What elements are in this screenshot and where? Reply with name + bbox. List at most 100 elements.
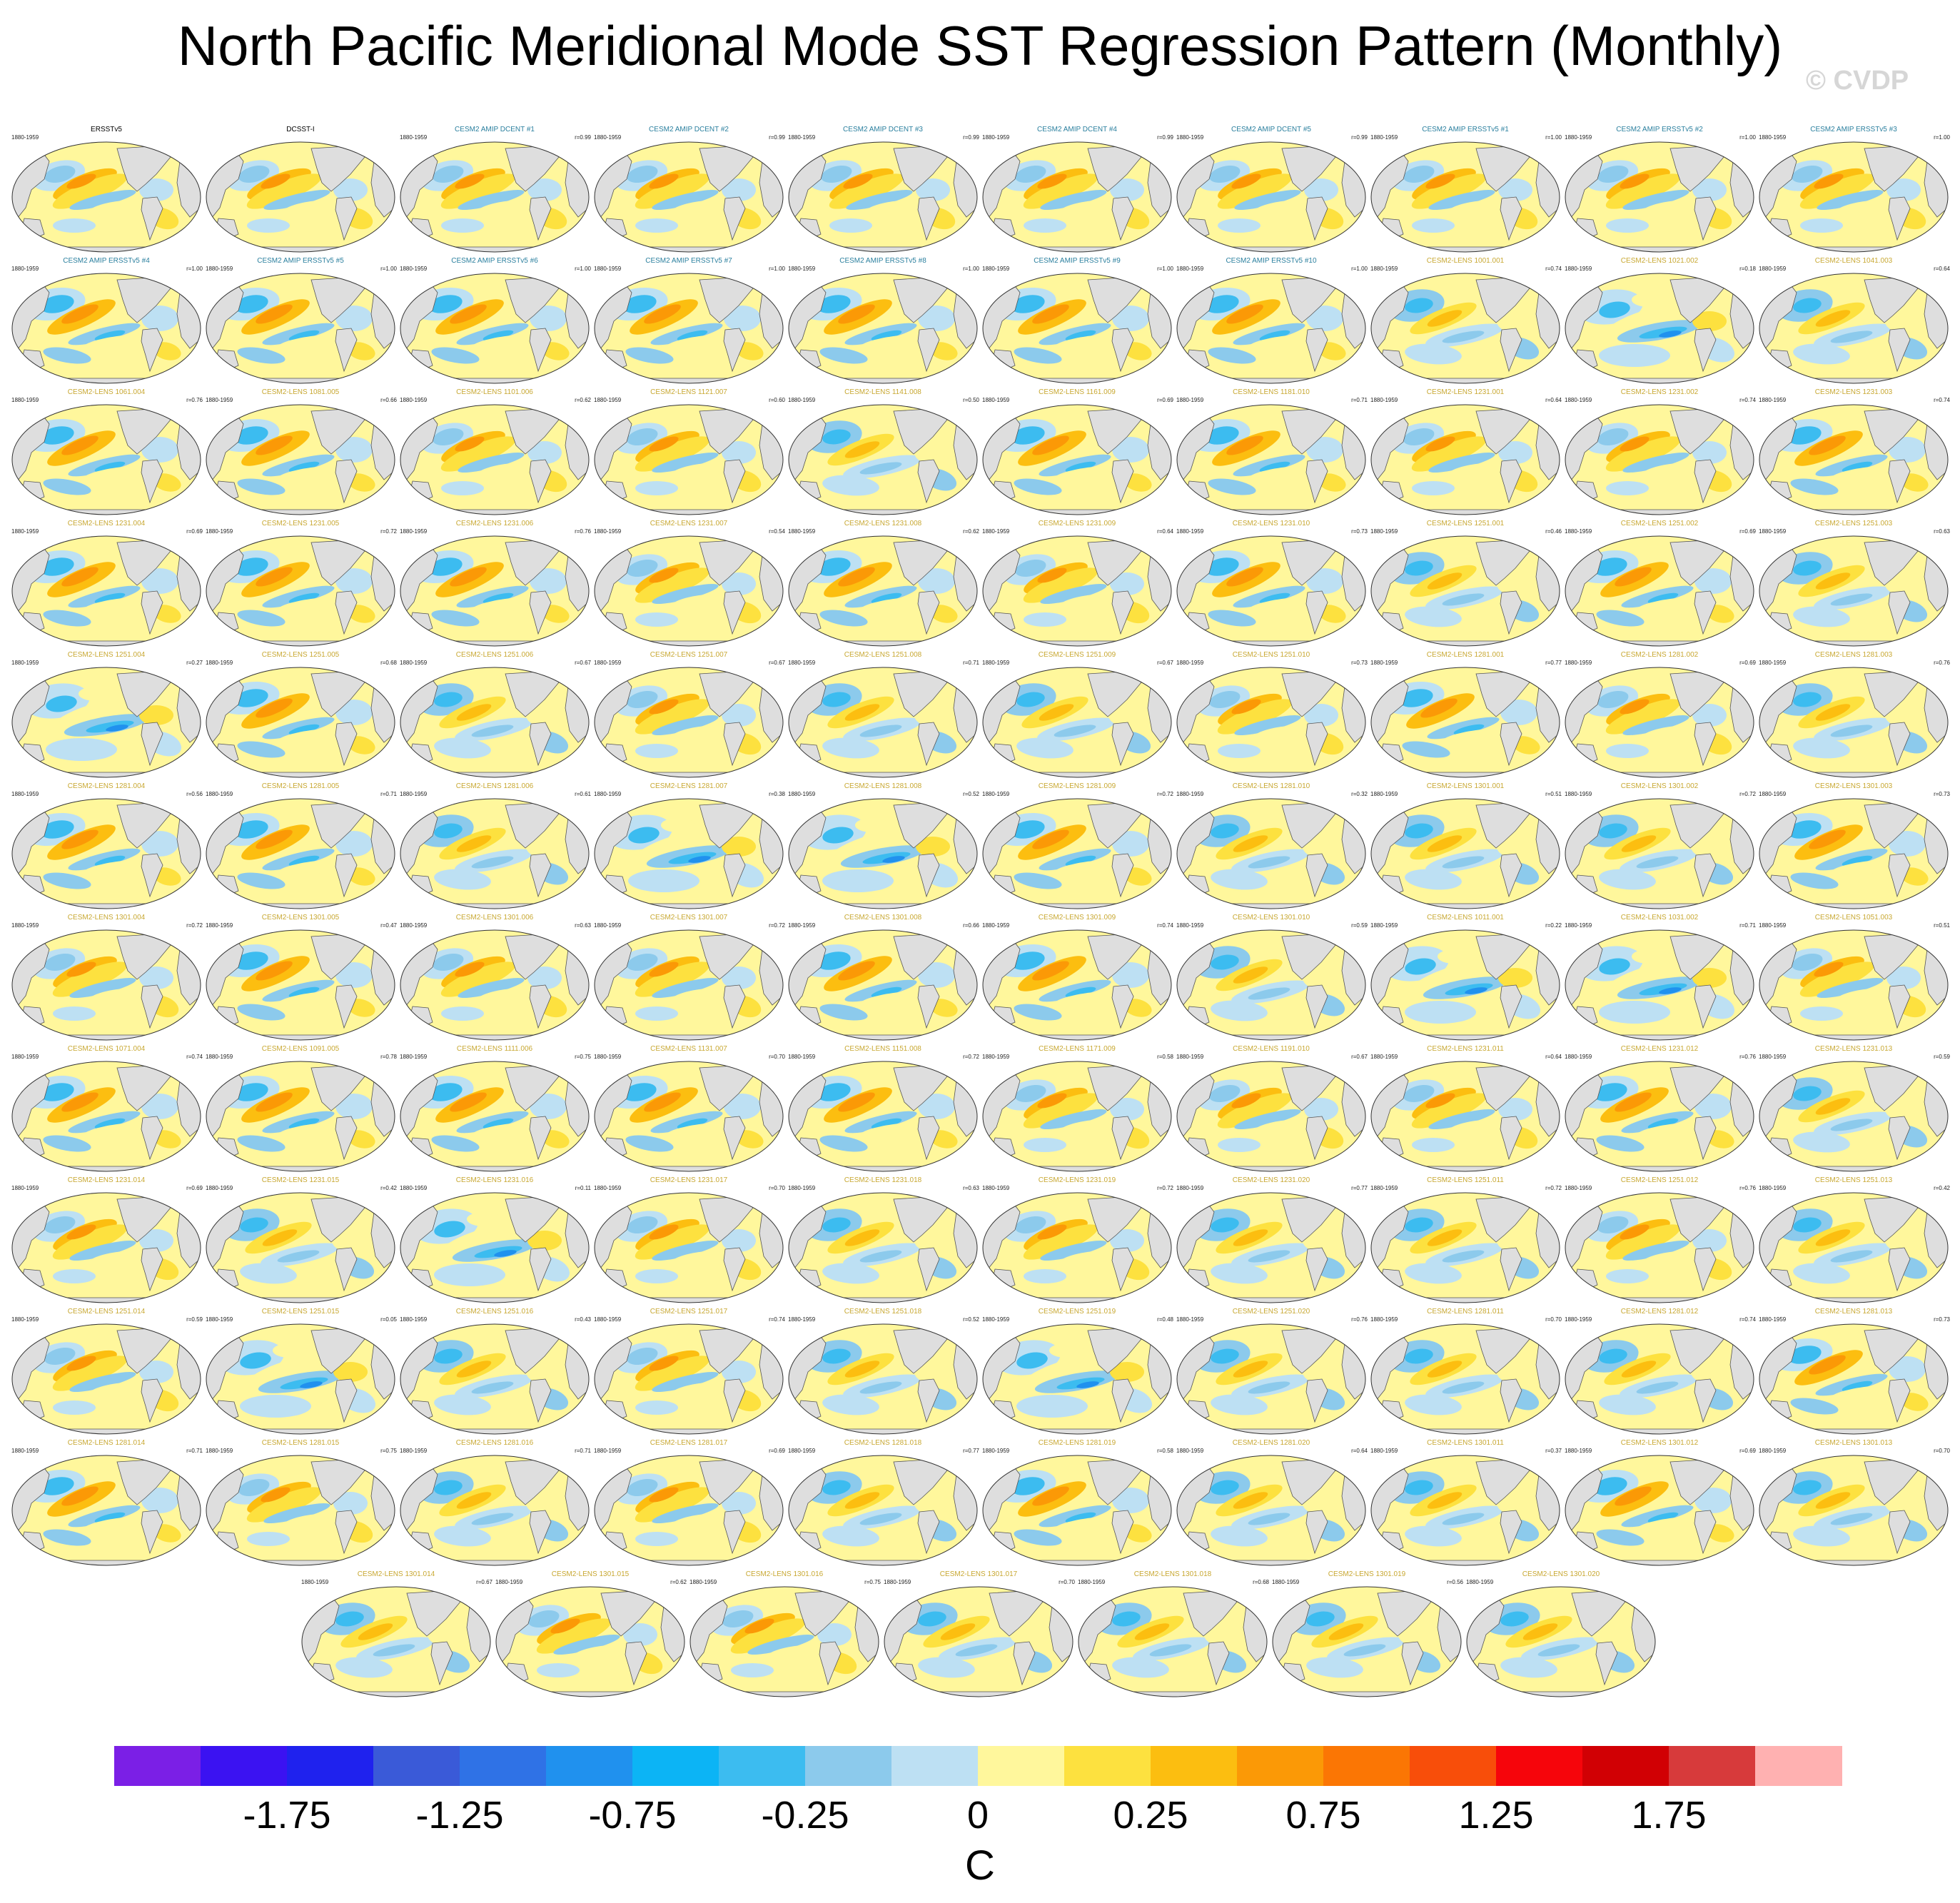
sst-regression-map: [10, 928, 203, 1042]
panel-title: CESM2-LENS 1231.008: [844, 520, 922, 528]
panel-years: 1880-1959: [206, 922, 233, 929]
colorbar-swatch: [546, 1746, 633, 1786]
map-panel: CESM2 AMIP ERSSTv5 #6 1880-1959 r=1.00: [398, 257, 591, 387]
sst-regression-map: [1563, 403, 1756, 517]
sst-regression-map: [1369, 665, 1562, 779]
map-panel: CESM2-LENS 1231.011 1880-1959 r=0.64: [1369, 1045, 1562, 1175]
panel-title: CESM2-LENS 1251.019: [1038, 1308, 1116, 1316]
map-panel: CESM2-LENS 1281.019 1880-1959 r=0.58: [981, 1439, 1173, 1569]
sst-regression-map: [981, 797, 1173, 911]
panel-title: CESM2-LENS 1231.003: [1814, 388, 1893, 396]
panel-title: CESM2-LENS 1251.002: [1620, 520, 1699, 528]
panel-title: CESM2-LENS 1111.006: [456, 1045, 533, 1053]
panel-years: 1880-1959: [594, 528, 622, 535]
sst-regression-map: [10, 1453, 203, 1568]
sst-regression-map: [398, 928, 591, 1042]
panel-title: CESM2-LENS 1301.007: [650, 914, 728, 922]
panel-years: 1880-1959: [206, 266, 233, 272]
panel-pattern-correlation: r=1.00: [380, 266, 397, 272]
panel-title: CESM2-LENS 1251.010: [1232, 651, 1310, 659]
panel-pattern-correlation: r=0.63: [963, 1185, 979, 1191]
map-panel: CESM2-LENS 1301.017 1880-1959 r=0.70: [882, 1570, 1075, 1700]
map-panel: CESM2-LENS 1301.002 1880-1959 r=0.72: [1563, 782, 1756, 912]
panel-years: 1880-1959: [206, 528, 233, 535]
sst-regression-map: [592, 1191, 785, 1305]
panel-title: CESM2-LENS 1231.007: [650, 520, 728, 528]
sst-regression-map: [592, 928, 785, 1042]
panel-pattern-correlation: r=0.70: [1934, 1448, 1950, 1454]
panel-years: 1880-1959: [788, 660, 816, 666]
panel-pattern-correlation: r=1.00: [1545, 134, 1562, 141]
panel-title: CESM2-LENS 1091.005: [261, 1045, 340, 1053]
panel-years: 1880-1959: [1759, 791, 1787, 797]
panel-pattern-correlation: r=0.60: [769, 397, 785, 403]
panel-years: 1880-1959: [1176, 1448, 1204, 1454]
map-panel: CESM2-LENS 1251.009 1880-1959 r=0.67: [981, 651, 1173, 781]
map-panel: CESM2-LENS 1141.008 1880-1959 r=0.50: [787, 388, 979, 518]
sst-regression-map: [398, 1059, 591, 1173]
panel-title: CESM2-LENS 1251.009: [1038, 651, 1116, 659]
panel-pattern-correlation: r=0.76: [1351, 1316, 1368, 1323]
panel-years: 1880-1959: [1176, 1054, 1204, 1060]
map-panel: CESM2-LENS 1281.005 1880-1959 r=0.71: [204, 782, 397, 912]
panel-title: CESM2-LENS 1281.015: [261, 1439, 340, 1447]
sst-regression-map: [1563, 271, 1756, 385]
panel-years: 1880-1959: [1565, 1448, 1592, 1454]
sst-regression-map: [787, 1322, 979, 1436]
sst-regression-map: [1563, 928, 1756, 1042]
map-panel: CESM2-LENS 1301.016 1880-1959 r=0.75: [688, 1570, 881, 1700]
sst-regression-map: [1563, 1453, 1756, 1568]
panel-title: CESM2-LENS 1231.016: [455, 1176, 534, 1184]
map-panel: CESM2 AMIP ERSSTv5 #10 1880-1959 r=1.00: [1175, 257, 1368, 387]
colorbar-swatch: [978, 1746, 1065, 1786]
panel-pattern-correlation: r=0.32: [1351, 791, 1368, 797]
map-panel: CESM2 AMIP DCENT #1 1880-1959 r=0.99: [398, 126, 591, 256]
panel-years: 1880-1959: [1176, 397, 1204, 403]
panel-years: 1880-1959: [982, 791, 1010, 797]
panel-pattern-correlation: r=0.70: [1059, 1579, 1075, 1585]
panel-pattern-correlation: r=0.46: [1545, 528, 1562, 535]
sst-regression-map: [1175, 1191, 1368, 1305]
panel-title: CESM2-LENS 1281.019: [1038, 1439, 1116, 1447]
sst-regression-map: [1175, 140, 1368, 254]
map-panel: CESM2-LENS 1301.020 1880-1959: [1465, 1570, 1657, 1700]
panel-title: CESM2 AMIP ERSSTv5 #5: [257, 257, 344, 265]
panel-pattern-correlation: r=0.74: [186, 1054, 203, 1060]
panel-pattern-correlation: r=0.99: [963, 134, 979, 141]
panel-years: 1880-1959: [11, 922, 39, 929]
panel-pattern-correlation: r=0.69: [186, 1185, 203, 1191]
map-panel: CESM2-LENS 1281.013 1880-1959 r=0.73: [1757, 1308, 1950, 1438]
colorbar-swatch: [114, 1746, 201, 1786]
panel-years: 1880-1959: [788, 791, 816, 797]
panel-title: CESM2 AMIP DCENT #2: [649, 126, 729, 133]
panel-pattern-correlation: r=0.69: [1157, 397, 1173, 403]
panel-years: 1880-1959: [1565, 1185, 1592, 1191]
panel-pattern-correlation: r=0.71: [575, 1448, 591, 1454]
panel-pattern-correlation: r=0.71: [1351, 397, 1368, 403]
map-panel: CESM2-LENS 1301.012 1880-1959 r=0.69: [1563, 1439, 1756, 1569]
panel-years: 1880-1959: [594, 1448, 622, 1454]
sst-regression-map: [1563, 140, 1756, 254]
panel-pattern-correlation: r=0.73: [1934, 1316, 1950, 1323]
colorbar-swatch: [1064, 1746, 1151, 1786]
sst-regression-map: [398, 140, 591, 254]
map-panel: CESM2-LENS 1301.008 1880-1959 r=0.66: [787, 914, 979, 1044]
map-panel: CESM2-LENS 1251.002 1880-1959 r=0.69: [1563, 520, 1756, 650]
panel-title: CESM2-LENS 1301.006: [455, 914, 534, 922]
panel-years: 1880-1959: [594, 134, 622, 141]
panel-pattern-correlation: r=0.78: [380, 1054, 397, 1060]
panel-pattern-correlation: r=0.67: [476, 1579, 492, 1585]
colorbar-swatch: [805, 1746, 892, 1786]
panel-years: 1880-1959: [400, 1448, 428, 1454]
sst-regression-map: [10, 1191, 203, 1305]
panel-pattern-correlation: r=0.11: [575, 1185, 591, 1191]
sst-regression-map: [592, 1059, 785, 1173]
panel-pattern-correlation: r=1.00: [963, 266, 979, 272]
colorbar: [114, 1746, 1842, 1786]
panel-pattern-correlation: r=0.76: [1739, 1185, 1756, 1191]
map-panel: CESM2-LENS 1031.002 1880-1959 r=0.71: [1563, 914, 1756, 1044]
map-panel: CESM2-LENS 1301.003 1880-1959 r=0.73: [1757, 782, 1950, 912]
panel-title: CESM2-LENS 1251.020: [1232, 1308, 1310, 1316]
sst-regression-map: [398, 403, 591, 517]
sst-regression-map: [1175, 403, 1368, 517]
